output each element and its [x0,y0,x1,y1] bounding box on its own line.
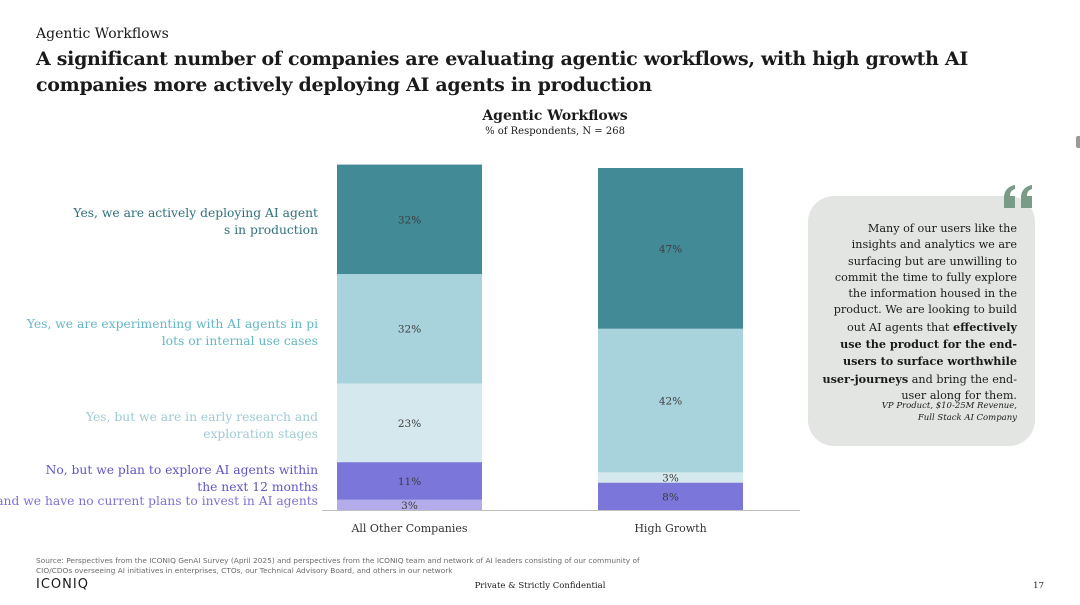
bar-segment [598,168,743,329]
data-label: 47% [659,243,682,255]
bar-segment [337,164,482,275]
data-label: 42% [659,396,682,408]
quote-marks-icon [1004,185,1032,208]
data-label: 23% [398,418,421,430]
x-tick-label: All Other Companies [350,522,467,535]
data-label: 32% [398,324,421,336]
edge-tab [1076,136,1080,148]
quote-text-plain: Many of our users like the insights and … [833,222,1017,334]
confidentiality-note: Private & Strictly Confidential [474,581,606,591]
bar-segment [598,472,743,483]
source-note: Source: Perspectives from the ICONIQ Gen… [36,556,640,575]
data-label: 11% [398,476,421,488]
legend-entry: No, but we plan to explore AI agents wit… [46,463,318,494]
legend-entry: Yes, we are experimenting with AI agents… [26,317,318,348]
page-number: 17 [1033,581,1044,591]
quote-text-end: and bring the end-user along for them. [901,372,1017,402]
quote-attribution: VP Product, $10-25M Revenue, Full Stack A… [881,401,1017,423]
quote-text: Many of our users like the insights and … [822,221,1018,404]
company-logo: ICONIQ [36,577,89,592]
data-label: 3% [662,473,679,485]
bar-segment [337,462,482,500]
legend-entry: No, and we have no current plans to inve… [0,494,318,508]
chart-subtitle: % of Respondents, N = 268 [485,126,625,137]
bar-segment [598,482,743,510]
bar-segment [337,274,482,384]
data-label: 32% [398,214,421,226]
chart-title: Agentic Workflows [482,108,628,124]
bar-segment [337,383,482,463]
bar-segment [598,328,743,473]
legend-entry: Yes, we are actively deploying AI agent s… [72,206,318,237]
quote-text-emphasis: effectively use the product for the end-… [822,319,1018,386]
bar-segment [337,499,482,510]
data-label: 3% [401,500,418,512]
section-kicker: Agentic Workflows [36,26,169,42]
x-tick-label: High Growth [634,522,706,535]
legend-entry: Yes, but we are in early research and exp… [85,410,318,441]
data-label: 8% [662,491,679,503]
page-title: A significant number of companies are ev… [36,48,968,96]
quote-card [808,196,1035,446]
